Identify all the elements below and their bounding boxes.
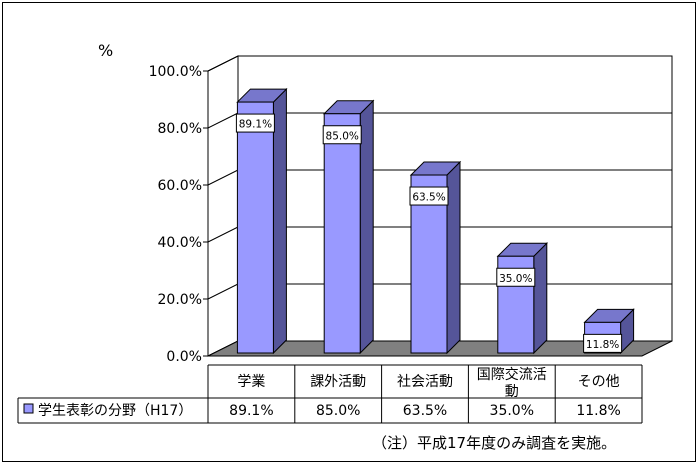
chart-frame bbox=[2, 2, 696, 462]
data-label: 11.8% bbox=[586, 339, 619, 351]
table-value: 85.0% bbox=[316, 403, 360, 419]
y-tick-label: 100.0% bbox=[149, 64, 202, 80]
bar bbox=[236, 101, 274, 354]
y-tick-label: 80.0% bbox=[158, 121, 202, 137]
table-value: 89.1% bbox=[229, 403, 273, 419]
data-label: 89.1% bbox=[239, 119, 272, 131]
x-tick-label: 課外活動 bbox=[310, 374, 366, 390]
footnote: （注）平成17年度のみ調査を実施。 bbox=[372, 434, 617, 452]
data-label: 35.0% bbox=[499, 273, 532, 285]
data-label-box bbox=[322, 125, 362, 145]
x-tick-label: 社会活動 bbox=[397, 374, 453, 390]
data-label-box bbox=[583, 333, 623, 353]
x-tick-label: 学業 bbox=[237, 374, 265, 390]
legend-label: 学生表彰の分野（H17） bbox=[38, 402, 192, 419]
data-label-box bbox=[496, 267, 536, 287]
side-gridline bbox=[207, 283, 239, 300]
table-value: 35.0% bbox=[490, 403, 534, 419]
y-tick-label: 20.0% bbox=[158, 292, 202, 308]
data-label-box bbox=[409, 186, 449, 206]
bar-side bbox=[359, 99, 374, 355]
y-tick-label: 60.0% bbox=[158, 178, 202, 194]
bar bbox=[323, 113, 361, 354]
table-value: 11.8% bbox=[576, 403, 620, 419]
data-label: 63.5% bbox=[412, 192, 445, 204]
bar-side bbox=[272, 87, 287, 355]
x-tick-label-cont: 動 bbox=[505, 384, 519, 400]
x-tick-label: 国際交流活 bbox=[477, 366, 547, 383]
side-gridline bbox=[207, 226, 239, 243]
y-unit-label: % bbox=[98, 41, 113, 60]
side-wall bbox=[207, 55, 239, 357]
table-value: 63.5% bbox=[403, 403, 447, 419]
x-tick-label: その他 bbox=[578, 374, 620, 390]
data-label-box bbox=[235, 113, 275, 133]
legend-swatch bbox=[23, 403, 34, 414]
data-label: 85.0% bbox=[326, 130, 359, 142]
bar-side bbox=[446, 160, 461, 355]
y-tick-label: 40.0% bbox=[158, 235, 202, 251]
side-gridline bbox=[207, 55, 239, 72]
bar-side bbox=[533, 242, 548, 355]
side-gridline bbox=[207, 112, 239, 129]
y-tick-label: 0.0% bbox=[166, 349, 202, 365]
side-gridline bbox=[207, 169, 239, 186]
